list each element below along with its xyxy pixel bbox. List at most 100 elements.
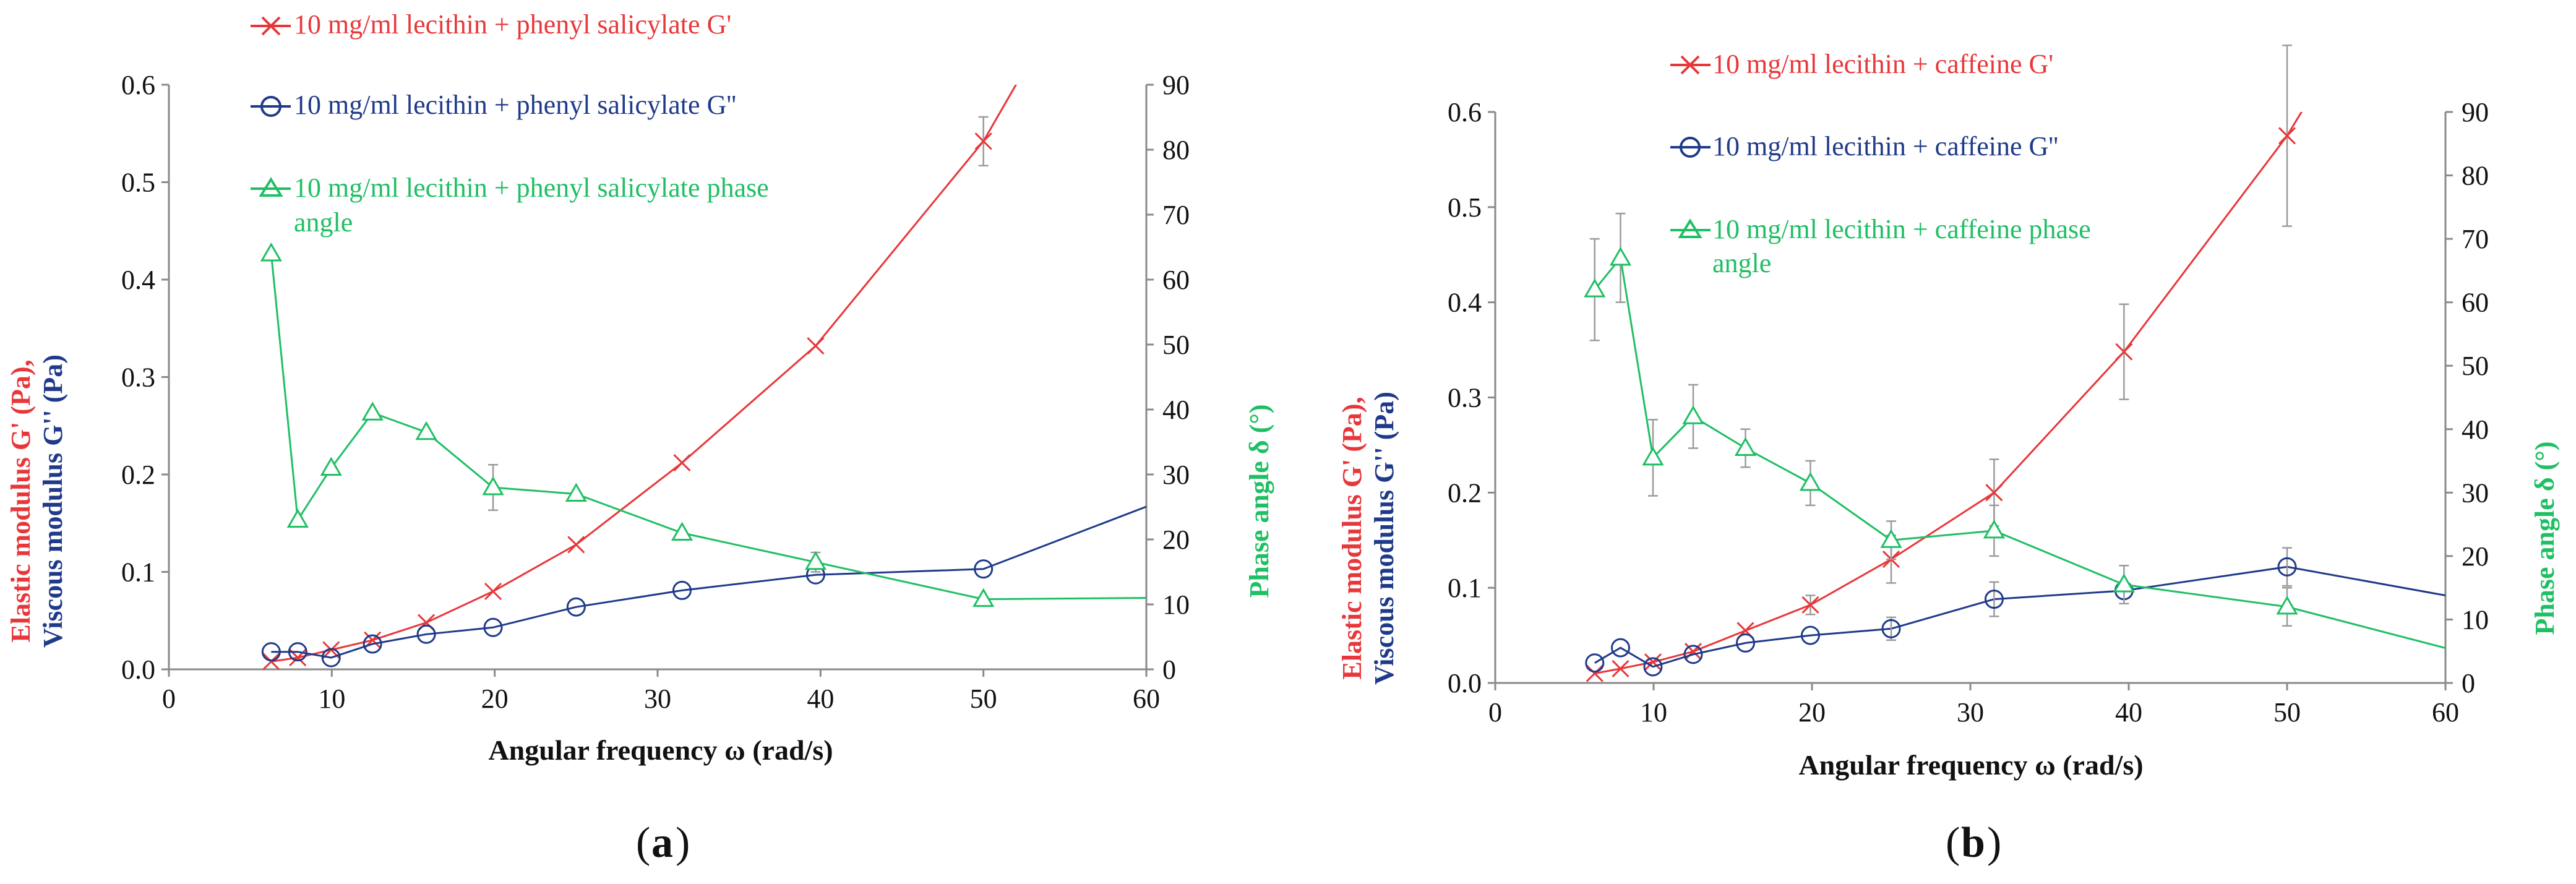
data-point-gprime: [262, 653, 280, 671]
data-point-gdoubleprime: [566, 597, 586, 617]
error-bar: [1989, 581, 1999, 617]
data-point-phase: [415, 421, 437, 440]
panel-b-xlabel: Angular frequency ω (rad/s): [1798, 749, 2143, 781]
x-tick-label: 40: [2115, 697, 2142, 727]
data-point-phase: [1734, 437, 1757, 457]
legend-gprime-label: 10 mg/ml lecithin + phenyl salicylate G': [294, 9, 731, 40]
panel-a-series: [260, 85, 1146, 671]
data-point-phase: [1609, 246, 1632, 266]
data-point-gprime: [673, 454, 691, 472]
data-point-gdoubleprime: [1610, 638, 1630, 658]
y-left-tick-label: 0.6: [121, 70, 155, 100]
data-point-gprime: [1612, 659, 1629, 677]
panel-a-caption-letter: a: [651, 819, 673, 867]
data-point-gprime: [807, 337, 825, 355]
y-right-tick-label: 60: [2462, 288, 2489, 318]
legend-gdoubleprime-symbol: [1670, 137, 1711, 158]
y-left-tick-label: 0.4: [121, 265, 155, 295]
data-point-gdoubleprime: [1800, 625, 1820, 645]
data-point-phase: [1584, 278, 1606, 298]
y-left-tick-label: 0.6: [1448, 97, 1482, 127]
data-point-phase: [804, 551, 827, 570]
y-left-tick-label: 0.4: [1448, 288, 1482, 318]
svg-text:(: (: [1946, 819, 1960, 867]
data-point-gprime: [2278, 127, 2296, 145]
y-right-tick-label: 40: [2462, 414, 2489, 445]
y-right-tick-label: 80: [2462, 161, 2489, 191]
svg-text:(: (: [636, 819, 650, 867]
x-tick-label: 20: [1798, 697, 1826, 727]
legend-phase-symbol: [251, 177, 291, 197]
y-left-tick-label: 0.3: [121, 363, 155, 393]
y-right-tick-label: 20: [2462, 541, 2489, 572]
panel-a: 0 10 20 30 40 50 60 0.0 0.1 0.2 0.3 0.4 0.5 0.6 0 10 20 3…: [6, 9, 1274, 867]
data-point-gdoubleprime: [1585, 653, 1605, 673]
x-tick-label: 50: [970, 684, 997, 714]
y-right-tick-label: 60: [1162, 265, 1190, 295]
legend-phase-symbol: [1670, 218, 1711, 238]
series-phase: [1584, 212, 2445, 650]
data-point-gprime: [567, 536, 585, 554]
x-tick-label: 0: [1488, 697, 1502, 727]
data-point-phase: [361, 401, 384, 421]
data-point-gprime: [1644, 653, 1662, 671]
legend-phase-label: 10 mg/ml lecithin + caffeine phase: [1712, 214, 2091, 244]
data-point-gdoubleprime: [1735, 633, 1755, 653]
data-point-gdoubleprime: [672, 580, 692, 600]
data-point-gdoubleprime: [288, 642, 307, 662]
panel-b-series: [1584, 45, 2445, 682]
y-left-tick-label: 0.1: [1448, 573, 1482, 603]
x-tick-label: 30: [1957, 697, 1984, 727]
data-point-gdoubleprime: [483, 617, 503, 637]
panel-b-caption: ( b ): [1946, 819, 2001, 867]
series-phase-line: [270, 253, 1146, 601]
data-point-gdoubleprime: [261, 642, 281, 662]
series-gdoubleprime: [1585, 547, 2445, 677]
y-left-tick-label: 0.2: [1448, 478, 1482, 508]
data-point-gdoubleprime: [1984, 590, 2004, 609]
legend-gprime-symbol: [1670, 55, 1711, 75]
y-right-tick-label: 80: [1162, 135, 1190, 165]
y-right-tick-label: 90: [2462, 97, 2489, 127]
data-point-phase: [1682, 405, 1704, 424]
data-point-phase: [565, 483, 587, 502]
x-tick-label: 0: [162, 684, 176, 714]
data-point-gprime: [484, 582, 502, 601]
y-right-tick-label: 10: [2462, 604, 2489, 635]
series-gprime: [1586, 45, 2303, 682]
y-right-tick-label: 50: [2462, 351, 2489, 381]
y-right-tick-label: 0: [1162, 654, 1176, 685]
series-phase: [260, 242, 1146, 607]
x-tick-label: 40: [807, 684, 834, 714]
legend-phase-label-cont: angle: [294, 207, 353, 238]
y-right-tick-label: 70: [1162, 200, 1190, 230]
data-point-gprime: [974, 132, 992, 150]
panel-a-caption: ( a ): [636, 819, 690, 867]
x-tick-label: 60: [1133, 684, 1160, 714]
series-gdoubleprime: [261, 505, 1146, 667]
legend-gdoubleprime-symbol: [251, 96, 291, 117]
data-point-phase: [2113, 573, 2135, 593]
data-point-gdoubleprime: [2277, 557, 2297, 577]
data-point-phase: [671, 521, 693, 541]
legend-gdoubleprime-label: 10 mg/ml lecithin + caffeine G'': [1712, 131, 2058, 161]
data-point-gdoubleprime: [1881, 619, 1901, 638]
data-point-gdoubleprime: [416, 624, 436, 644]
data-point-gprime: [1586, 664, 1604, 682]
data-point-phase: [972, 588, 995, 607]
data-point-gprime: [1801, 596, 1819, 614]
panel-a-xlabel: Angular frequency ω (rad/s): [488, 734, 833, 766]
panel-a-ylabel-viscous: Viscous modulus G'' (Pa): [38, 354, 68, 648]
y-left-tick-label: 0.0: [1448, 668, 1482, 698]
svg-text:): ): [676, 819, 690, 867]
y-right-tick-label: 50: [1162, 330, 1190, 360]
x-tick-label: 30: [644, 684, 671, 714]
y-left-tick-label: 0.1: [121, 557, 155, 588]
series-gprime: [262, 85, 1018, 671]
y-left-tick-label: 0.3: [1448, 383, 1482, 413]
data-point-phase: [1983, 519, 2005, 539]
panel-a-ylabel-phase: Phase angle δ (°): [1244, 405, 1274, 598]
data-point-gdoubleprime: [974, 559, 994, 579]
x-tick-label: 20: [481, 684, 509, 714]
y-left-tick-label: 0.0: [121, 654, 155, 685]
